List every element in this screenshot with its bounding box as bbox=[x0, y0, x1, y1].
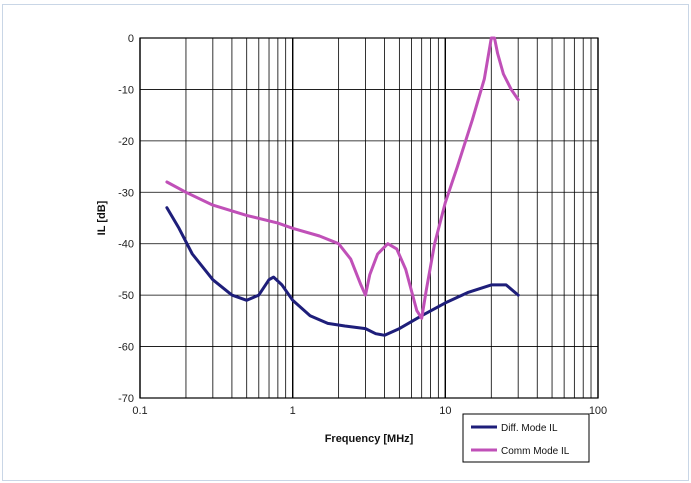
y-tick-label: -50 bbox=[118, 290, 134, 302]
legend-box bbox=[462, 413, 590, 463]
legend-label-comm-mode: Comm Mode IL bbox=[501, 446, 570, 457]
y-tick-label: -30 bbox=[118, 187, 134, 199]
x-tick-label: 1 bbox=[290, 405, 296, 417]
y-tick-label: -60 bbox=[118, 342, 134, 354]
y-tick-label: -10 bbox=[118, 84, 134, 96]
series-line-comm-mode bbox=[165, 36, 520, 320]
figure-frame bbox=[2, 4, 689, 481]
y-tick-label: -40 bbox=[118, 239, 134, 251]
x-axis: 0.1 1 10 100 bbox=[132, 405, 607, 417]
series-line-diff-mode bbox=[165, 206, 520, 337]
series-layer bbox=[165, 36, 520, 337]
y-tick-label: -20 bbox=[118, 136, 134, 148]
y-tick-label: 0 bbox=[128, 33, 134, 45]
grid bbox=[139, 37, 599, 399]
plot-area bbox=[139, 37, 599, 399]
legend: Diff. Mode IL Comm Mode IL bbox=[462, 413, 590, 463]
x-tick-label: 0.1 bbox=[132, 405, 147, 417]
y-tick-label: -70 bbox=[118, 393, 134, 405]
y-axis: 0 -10 -20 -30 -40 -50 -60 -70 bbox=[118, 33, 134, 405]
x-axis-title: Frequency [MHz] bbox=[325, 433, 414, 445]
legend-label-diff-mode: Diff. Mode IL bbox=[501, 423, 558, 434]
x-tick-label: 100 bbox=[589, 405, 607, 417]
y-axis-title: IL [dB] bbox=[96, 200, 108, 235]
x-tick-label: 10 bbox=[439, 405, 451, 417]
